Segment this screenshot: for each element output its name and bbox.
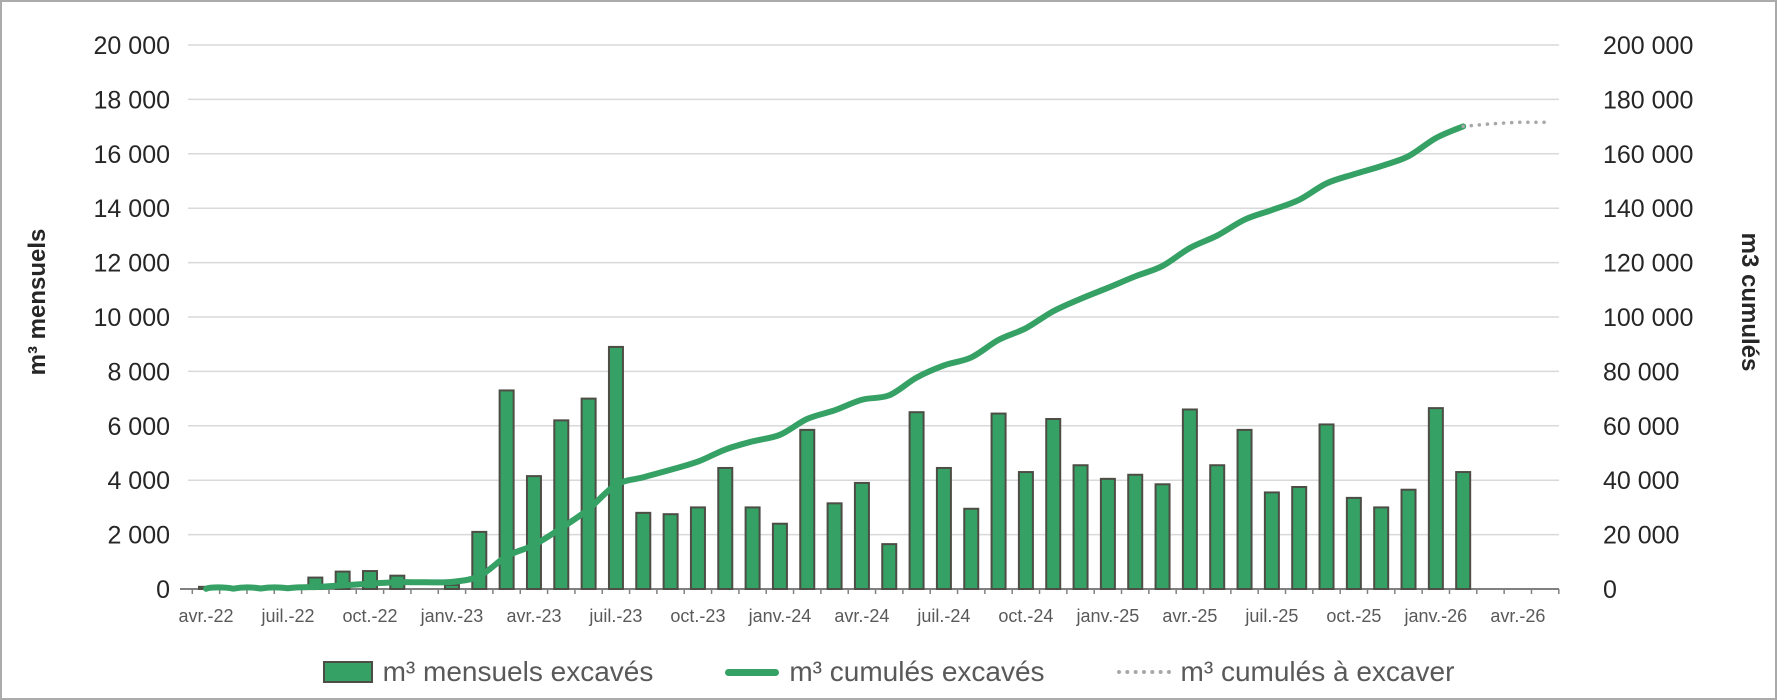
left-axis-tick-label: 0 bbox=[156, 576, 170, 604]
right-axis-tick-label: 60 000 bbox=[1603, 413, 1679, 441]
left-axis-tick-label: 10 000 bbox=[94, 304, 170, 332]
x-axis-tick-label: avr.-24 bbox=[834, 606, 889, 626]
left-axis-tick-label: 2 000 bbox=[107, 522, 170, 550]
legend-bar-swatch-icon bbox=[322, 661, 373, 683]
x-axis-tick-label: oct.-23 bbox=[670, 606, 725, 626]
x-axis-tick-label: avr.-22 bbox=[178, 606, 233, 626]
bar-oct.-25 bbox=[1345, 496, 1362, 591]
legend-label: m³ cumulés excavés bbox=[789, 656, 1045, 687]
bar-mai-25 bbox=[1209, 464, 1226, 590]
x-axis-tick-label: janv.-23 bbox=[420, 606, 484, 626]
bar-nov.-23 bbox=[717, 466, 734, 590]
legend-label: m³ cumulés à excaver bbox=[1180, 656, 1455, 687]
left-axis-tick-label: 12 000 bbox=[94, 250, 170, 278]
bar-août-24 bbox=[963, 507, 980, 591]
x-axis-tick-label: juil.-23 bbox=[588, 606, 642, 626]
x-axis-tick-label: avr.-26 bbox=[1490, 606, 1545, 626]
bar-juin-24 bbox=[908, 411, 925, 591]
bar-févr.-25 bbox=[1127, 473, 1144, 591]
right-axis-tick-label: 0 bbox=[1603, 576, 1617, 604]
left-axis-tick-label: 4 000 bbox=[107, 467, 170, 495]
right-axis-tick-label: 200 000 bbox=[1603, 32, 1693, 60]
bar-déc.-25 bbox=[1400, 488, 1417, 590]
x-axis-tick-label: juil.-24 bbox=[916, 606, 970, 626]
bar-sept.-24 bbox=[990, 412, 1007, 590]
x-axis-tick-label: juil.-22 bbox=[260, 606, 314, 626]
legend-label: m³ mensuels excavés bbox=[382, 656, 654, 687]
bar-sept.-25 bbox=[1318, 423, 1335, 590]
legend-item-projection: m³ cumulés à excaver bbox=[1116, 656, 1455, 688]
right-axis-tick-label: 80 000 bbox=[1603, 358, 1679, 386]
bar-juil.-23 bbox=[607, 345, 624, 591]
legend-item-monthly: m³ mensuels excavés bbox=[322, 656, 654, 688]
legend-item-cumulative: m³ cumulés excavés bbox=[725, 656, 1045, 688]
bar-mai-23 bbox=[553, 419, 570, 590]
left-axis-tick-label: 20 000 bbox=[94, 32, 170, 60]
x-axis-tick-label: oct.-25 bbox=[1326, 606, 1381, 626]
bar-mars-24 bbox=[826, 502, 843, 591]
right-axis-tick-label: 160 000 bbox=[1603, 141, 1693, 169]
x-axis-tick-label: juil.-25 bbox=[1244, 606, 1298, 626]
bar-avr.-25 bbox=[1181, 408, 1198, 591]
bar-oct.-24 bbox=[1017, 471, 1034, 591]
bar-janv.-23 bbox=[443, 583, 460, 590]
right-axis-tick-label: 40 000 bbox=[1603, 467, 1679, 495]
bar-juil.-24 bbox=[935, 466, 952, 590]
left-axis-tick-label: 14 000 bbox=[94, 195, 170, 223]
bar-avr.-24 bbox=[853, 481, 870, 591]
bar-août-25 bbox=[1291, 486, 1308, 590]
right-axis-tick-label: 100 000 bbox=[1603, 304, 1693, 332]
legend-line-swatch-icon bbox=[725, 668, 780, 676]
left-axis-tick-label: 8 000 bbox=[107, 358, 170, 386]
bar-nov.-24 bbox=[1045, 418, 1062, 590]
right-axis-tick-label: 120 000 bbox=[1603, 250, 1693, 278]
x-axis-tick-label: avr.-25 bbox=[1162, 606, 1217, 626]
x-axis-tick-label: avr.-23 bbox=[506, 606, 561, 626]
bar-déc.-23 bbox=[744, 506, 761, 590]
bar-janv.-26 bbox=[1427, 407, 1444, 590]
left-axis-tick-label: 6 000 bbox=[107, 413, 170, 441]
x-axis-tick-label: oct.-24 bbox=[998, 606, 1053, 626]
bar-août-23 bbox=[635, 511, 652, 590]
bar-oct.-23 bbox=[689, 506, 706, 590]
right-axis-tick-label: 180 000 bbox=[1603, 86, 1693, 114]
bar-févr.-26 bbox=[1455, 471, 1472, 591]
cumulative-line bbox=[203, 123, 1467, 592]
bar-juin-23 bbox=[580, 397, 597, 590]
bar-janv.-25 bbox=[1099, 477, 1116, 590]
projection-line bbox=[1461, 120, 1553, 129]
bar-janv.-24 bbox=[771, 522, 788, 590]
bar-mai-24 bbox=[881, 543, 898, 590]
bar-avr.-23 bbox=[525, 475, 542, 590]
bar-juil.-25 bbox=[1263, 491, 1280, 590]
x-axis-tick-label: oct.-22 bbox=[342, 606, 397, 626]
right-axis-tick-label: 140 000 bbox=[1603, 195, 1693, 223]
bar-juin-25 bbox=[1236, 428, 1253, 590]
chart-legend: m³ mensuels excavés m³ cumulés excavés m… bbox=[2, 646, 1775, 698]
x-axis-tick-label: janv.-25 bbox=[1076, 606, 1140, 626]
legend-dotted-swatch-icon bbox=[1116, 670, 1171, 674]
left-axis-tick-label: 18 000 bbox=[94, 86, 170, 114]
bar-mars-25 bbox=[1154, 483, 1171, 590]
x-axis-tick-label: janv.-24 bbox=[748, 606, 812, 626]
bar-nov.-25 bbox=[1373, 506, 1390, 590]
x-axis-tick-label: janv.-26 bbox=[1403, 606, 1467, 626]
right-axis-tick-label: 20 000 bbox=[1603, 522, 1679, 550]
bar-sept.-23 bbox=[662, 513, 679, 591]
left-axis-tick-label: 16 000 bbox=[94, 141, 170, 169]
bar-mars-23 bbox=[498, 389, 515, 590]
bar-févr.-24 bbox=[799, 428, 816, 590]
bar-déc.-24 bbox=[1072, 464, 1089, 590]
